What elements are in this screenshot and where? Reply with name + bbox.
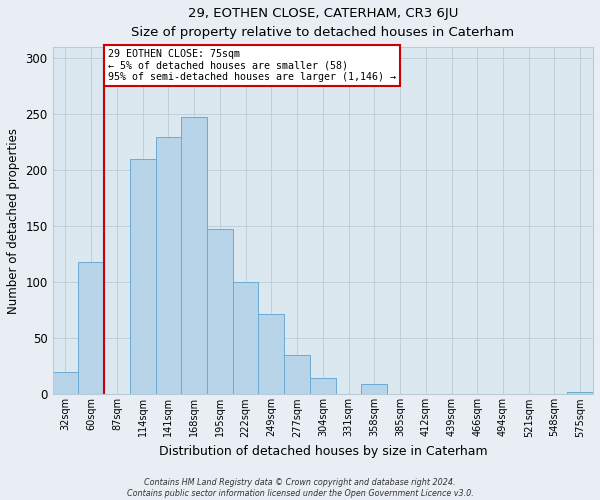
Bar xyxy=(207,228,233,394)
Text: Contains HM Land Registry data © Crown copyright and database right 2024.
Contai: Contains HM Land Registry data © Crown c… xyxy=(127,478,473,498)
Bar xyxy=(155,136,181,394)
Bar xyxy=(310,378,336,394)
Bar xyxy=(233,282,259,395)
Text: 29 EOTHEN CLOSE: 75sqm
← 5% of detached houses are smaller (58)
95% of semi-deta: 29 EOTHEN CLOSE: 75sqm ← 5% of detached … xyxy=(108,50,396,82)
Bar xyxy=(259,314,284,394)
Bar xyxy=(130,159,155,394)
Bar xyxy=(53,372,79,394)
Bar xyxy=(79,262,104,394)
Y-axis label: Number of detached properties: Number of detached properties xyxy=(7,128,20,314)
Bar xyxy=(568,392,593,394)
X-axis label: Distribution of detached houses by size in Caterham: Distribution of detached houses by size … xyxy=(158,445,487,458)
Bar xyxy=(181,116,207,394)
Bar xyxy=(361,384,387,394)
Bar xyxy=(284,355,310,395)
Title: 29, EOTHEN CLOSE, CATERHAM, CR3 6JU
Size of property relative to detached houses: 29, EOTHEN CLOSE, CATERHAM, CR3 6JU Size… xyxy=(131,7,514,39)
